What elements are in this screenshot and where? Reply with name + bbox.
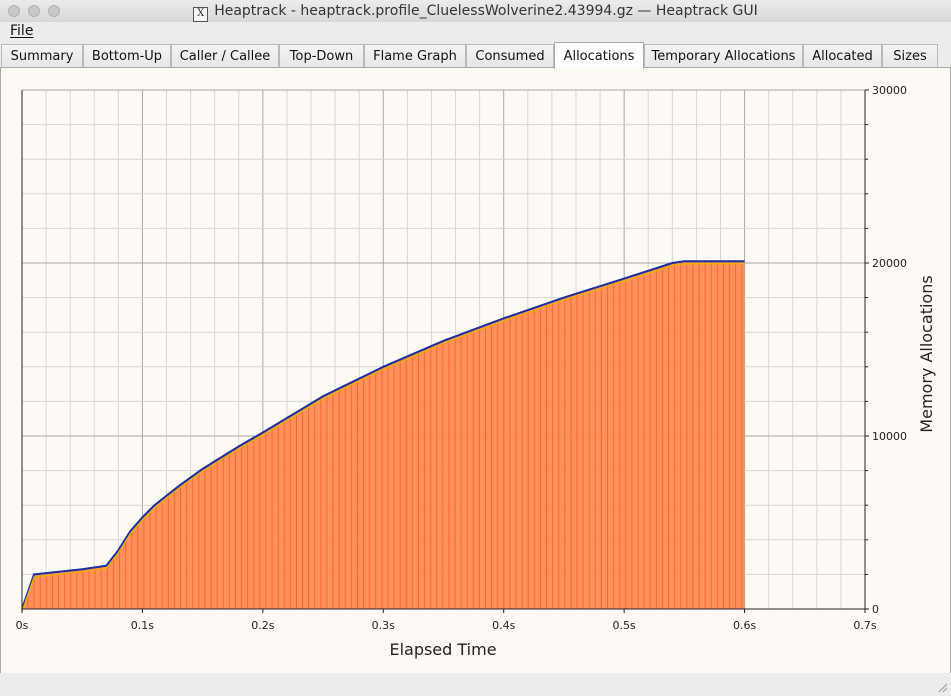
y-tick-label: 0 bbox=[872, 603, 879, 616]
title-bar: X Heaptrack - heaptrack.profile_CluelessW… bbox=[0, 0, 951, 23]
tab-sizes[interactable]: Sizes bbox=[882, 44, 938, 68]
allocations-line bbox=[21, 260, 745, 610]
status-bar bbox=[0, 673, 951, 696]
allocations-area bbox=[22, 261, 745, 609]
tab-caller-callee[interactable]: Caller / Callee bbox=[171, 44, 279, 68]
menu-bar: File bbox=[0, 22, 951, 42]
x-tick-label: 0.5s bbox=[613, 619, 636, 632]
x-tick-label: 0s bbox=[16, 619, 29, 632]
minimize-window-button[interactable] bbox=[28, 5, 40, 17]
menu-file[interactable]: File bbox=[10, 23, 34, 39]
chart-axes bbox=[21, 90, 866, 610]
y-axis-label: Memory Allocations bbox=[917, 275, 936, 432]
x-tick-label: 0.1s bbox=[131, 619, 154, 632]
allocations-chart: 0s 0.1s 0.2s 0.3s 0.4s 0.5s 0.6s 0.7s 0 10000 200… bbox=[16, 84, 936, 659]
x-tick-label: 0.7s bbox=[853, 619, 876, 632]
tab-allocations[interactable]: Allocations bbox=[554, 42, 644, 69]
window-title-text: Heaptrack - heaptrack.profile_CluelessWo… bbox=[214, 3, 758, 19]
y-tick-label: 20000 bbox=[872, 257, 907, 270]
tab-bar: Summary Bottom-Up Caller / Callee Top-Do… bbox=[0, 42, 951, 69]
y-tick-label: 30000 bbox=[872, 84, 907, 97]
y-axis-ticks: 0 10000 20000 30000 bbox=[865, 84, 907, 616]
tab-bottom-up[interactable]: Bottom-Up bbox=[83, 44, 171, 68]
tab-temporary-allocations[interactable]: Temporary Allocations bbox=[644, 44, 803, 68]
tab-allocated[interactable]: Allocated bbox=[803, 44, 882, 68]
tab-flame-graph[interactable]: Flame Graph bbox=[364, 44, 466, 68]
x11-icon: X bbox=[193, 7, 209, 22]
chart-panel: 0s 0.1s 0.2s 0.3s 0.4s 0.5s 0.6s 0.7s 0 10000 200… bbox=[0, 67, 951, 674]
tab-top-down[interactable]: Top-Down bbox=[279, 44, 364, 68]
x-axis-ticks: 0s 0.1s 0.2s 0.3s 0.4s 0.5s 0.6s 0.7s bbox=[16, 609, 877, 632]
maximize-window-button[interactable] bbox=[48, 5, 60, 17]
close-window-button[interactable] bbox=[8, 5, 20, 17]
resize-grip-icon[interactable] bbox=[936, 681, 948, 693]
x-axis-label: Elapsed Time bbox=[389, 640, 496, 659]
x-tick-label: 0.3s bbox=[372, 619, 395, 632]
allocations-inner-line bbox=[21, 263, 745, 612]
x-tick-label: 0.6s bbox=[733, 619, 756, 632]
x-tick-label: 0.4s bbox=[492, 619, 515, 632]
x-tick-label: 0.2s bbox=[251, 619, 274, 632]
window-title: X Heaptrack - heaptrack.profile_CluelessW… bbox=[0, 3, 951, 22]
tab-summary[interactable]: Summary bbox=[1, 44, 83, 68]
tab-consumed[interactable]: Consumed bbox=[466, 44, 554, 68]
y-tick-label: 10000 bbox=[872, 430, 907, 443]
